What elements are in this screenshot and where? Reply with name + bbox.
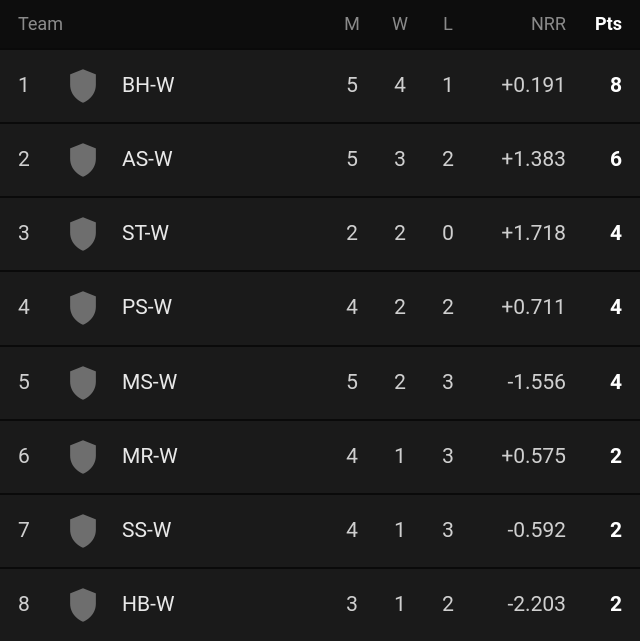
cell-rank: 7 — [18, 519, 58, 543]
cell-points: 8 — [566, 74, 622, 98]
team-shield — [58, 587, 108, 623]
shield-icon — [67, 513, 99, 549]
cell-team: ST-W — [108, 222, 328, 246]
cell-rank: 8 — [18, 593, 58, 617]
cell-team: MS-W — [108, 371, 328, 395]
header-points: Pts — [566, 14, 622, 35]
cell-rank: 1 — [18, 74, 58, 98]
header-matches: M — [328, 14, 376, 35]
cell-matches: 5 — [328, 148, 376, 172]
shield-icon — [67, 290, 99, 326]
cell-losses: 3 — [424, 445, 472, 469]
cell-points: 2 — [566, 445, 622, 469]
cell-wins: 2 — [376, 371, 424, 395]
cell-nrr: -1.556 — [472, 371, 566, 395]
cell-rank: 4 — [18, 296, 58, 320]
cell-nrr: +1.718 — [472, 222, 566, 246]
cell-losses: 3 — [424, 519, 472, 543]
cell-matches: 5 — [328, 371, 376, 395]
table-row[interactable]: 3 ST-W 2 2 0 +1.718 4 — [0, 196, 640, 270]
header-wins: W — [376, 14, 424, 35]
cell-rank: 6 — [18, 445, 58, 469]
team-shield — [58, 216, 108, 252]
cell-rank: 2 — [18, 148, 58, 172]
cell-matches: 2 — [328, 222, 376, 246]
cell-wins: 1 — [376, 445, 424, 469]
cell-nrr: -2.203 — [472, 593, 566, 617]
cell-points: 4 — [566, 222, 622, 246]
cell-losses: 2 — [424, 296, 472, 320]
cell-matches: 5 — [328, 74, 376, 98]
cell-points: 2 — [566, 519, 622, 543]
cell-nrr: +0.711 — [472, 296, 566, 320]
table-row[interactable]: 1 BH-W 5 4 1 +0.191 8 — [0, 48, 640, 122]
shield-icon — [67, 587, 99, 623]
table-row[interactable]: 8 HB-W 3 1 2 -2.203 2 — [0, 567, 640, 641]
cell-losses: 2 — [424, 148, 472, 172]
cell-nrr: +0.575 — [472, 445, 566, 469]
team-shield — [58, 365, 108, 401]
shield-icon — [67, 142, 99, 178]
team-shield — [58, 68, 108, 104]
cell-wins: 2 — [376, 296, 424, 320]
cell-team: SS-W — [108, 519, 328, 543]
cell-wins: 3 — [376, 148, 424, 172]
cell-losses: 2 — [424, 593, 472, 617]
header-nrr: NRR — [472, 14, 566, 35]
cell-losses: 0 — [424, 222, 472, 246]
team-shield — [58, 290, 108, 326]
cell-wins: 1 — [376, 519, 424, 543]
team-shield — [58, 439, 108, 475]
shield-icon — [67, 439, 99, 475]
table-row[interactable]: 4 PS-W 4 2 2 +0.711 4 — [0, 270, 640, 344]
cell-nrr: +1.383 — [472, 148, 566, 172]
cell-matches: 4 — [328, 519, 376, 543]
cell-rank: 3 — [18, 222, 58, 246]
shield-icon — [67, 68, 99, 104]
cell-team: HB-W — [108, 593, 328, 617]
table-row[interactable]: 7 SS-W 4 1 3 -0.592 2 — [0, 493, 640, 567]
cell-wins: 4 — [376, 74, 424, 98]
cell-points: 6 — [566, 148, 622, 172]
cell-points: 4 — [566, 296, 622, 320]
team-shield — [58, 142, 108, 178]
cell-team: BH-W — [108, 74, 328, 98]
cell-wins: 2 — [376, 222, 424, 246]
cell-losses: 3 — [424, 371, 472, 395]
table-row[interactable]: 2 AS-W 5 3 2 +1.383 6 — [0, 122, 640, 196]
header-team: Team — [18, 14, 63, 35]
cell-team: PS-W — [108, 296, 328, 320]
cell-matches: 4 — [328, 445, 376, 469]
cell-matches: 4 — [328, 296, 376, 320]
table-header-row: Team M W L NRR Pts — [0, 0, 640, 48]
cell-wins: 1 — [376, 593, 424, 617]
cell-rank: 5 — [18, 371, 58, 395]
cell-points: 2 — [566, 593, 622, 617]
shield-icon — [67, 365, 99, 401]
cell-matches: 3 — [328, 593, 376, 617]
table-row[interactable]: 5 MS-W 5 2 3 -1.556 4 — [0, 345, 640, 419]
cell-team: MR-W — [108, 445, 328, 469]
cell-nrr: +0.191 — [472, 74, 566, 98]
table-row[interactable]: 6 MR-W 4 1 3 +0.575 2 — [0, 419, 640, 493]
standings-table: Team M W L NRR Pts 1 BH-W 5 4 1 +0.191 8… — [0, 0, 640, 641]
header-losses: L — [424, 14, 472, 35]
cell-team: AS-W — [108, 148, 328, 172]
cell-points: 4 — [566, 371, 622, 395]
team-shield — [58, 513, 108, 549]
cell-nrr: -0.592 — [472, 519, 566, 543]
shield-icon — [67, 216, 99, 252]
cell-losses: 1 — [424, 74, 472, 98]
